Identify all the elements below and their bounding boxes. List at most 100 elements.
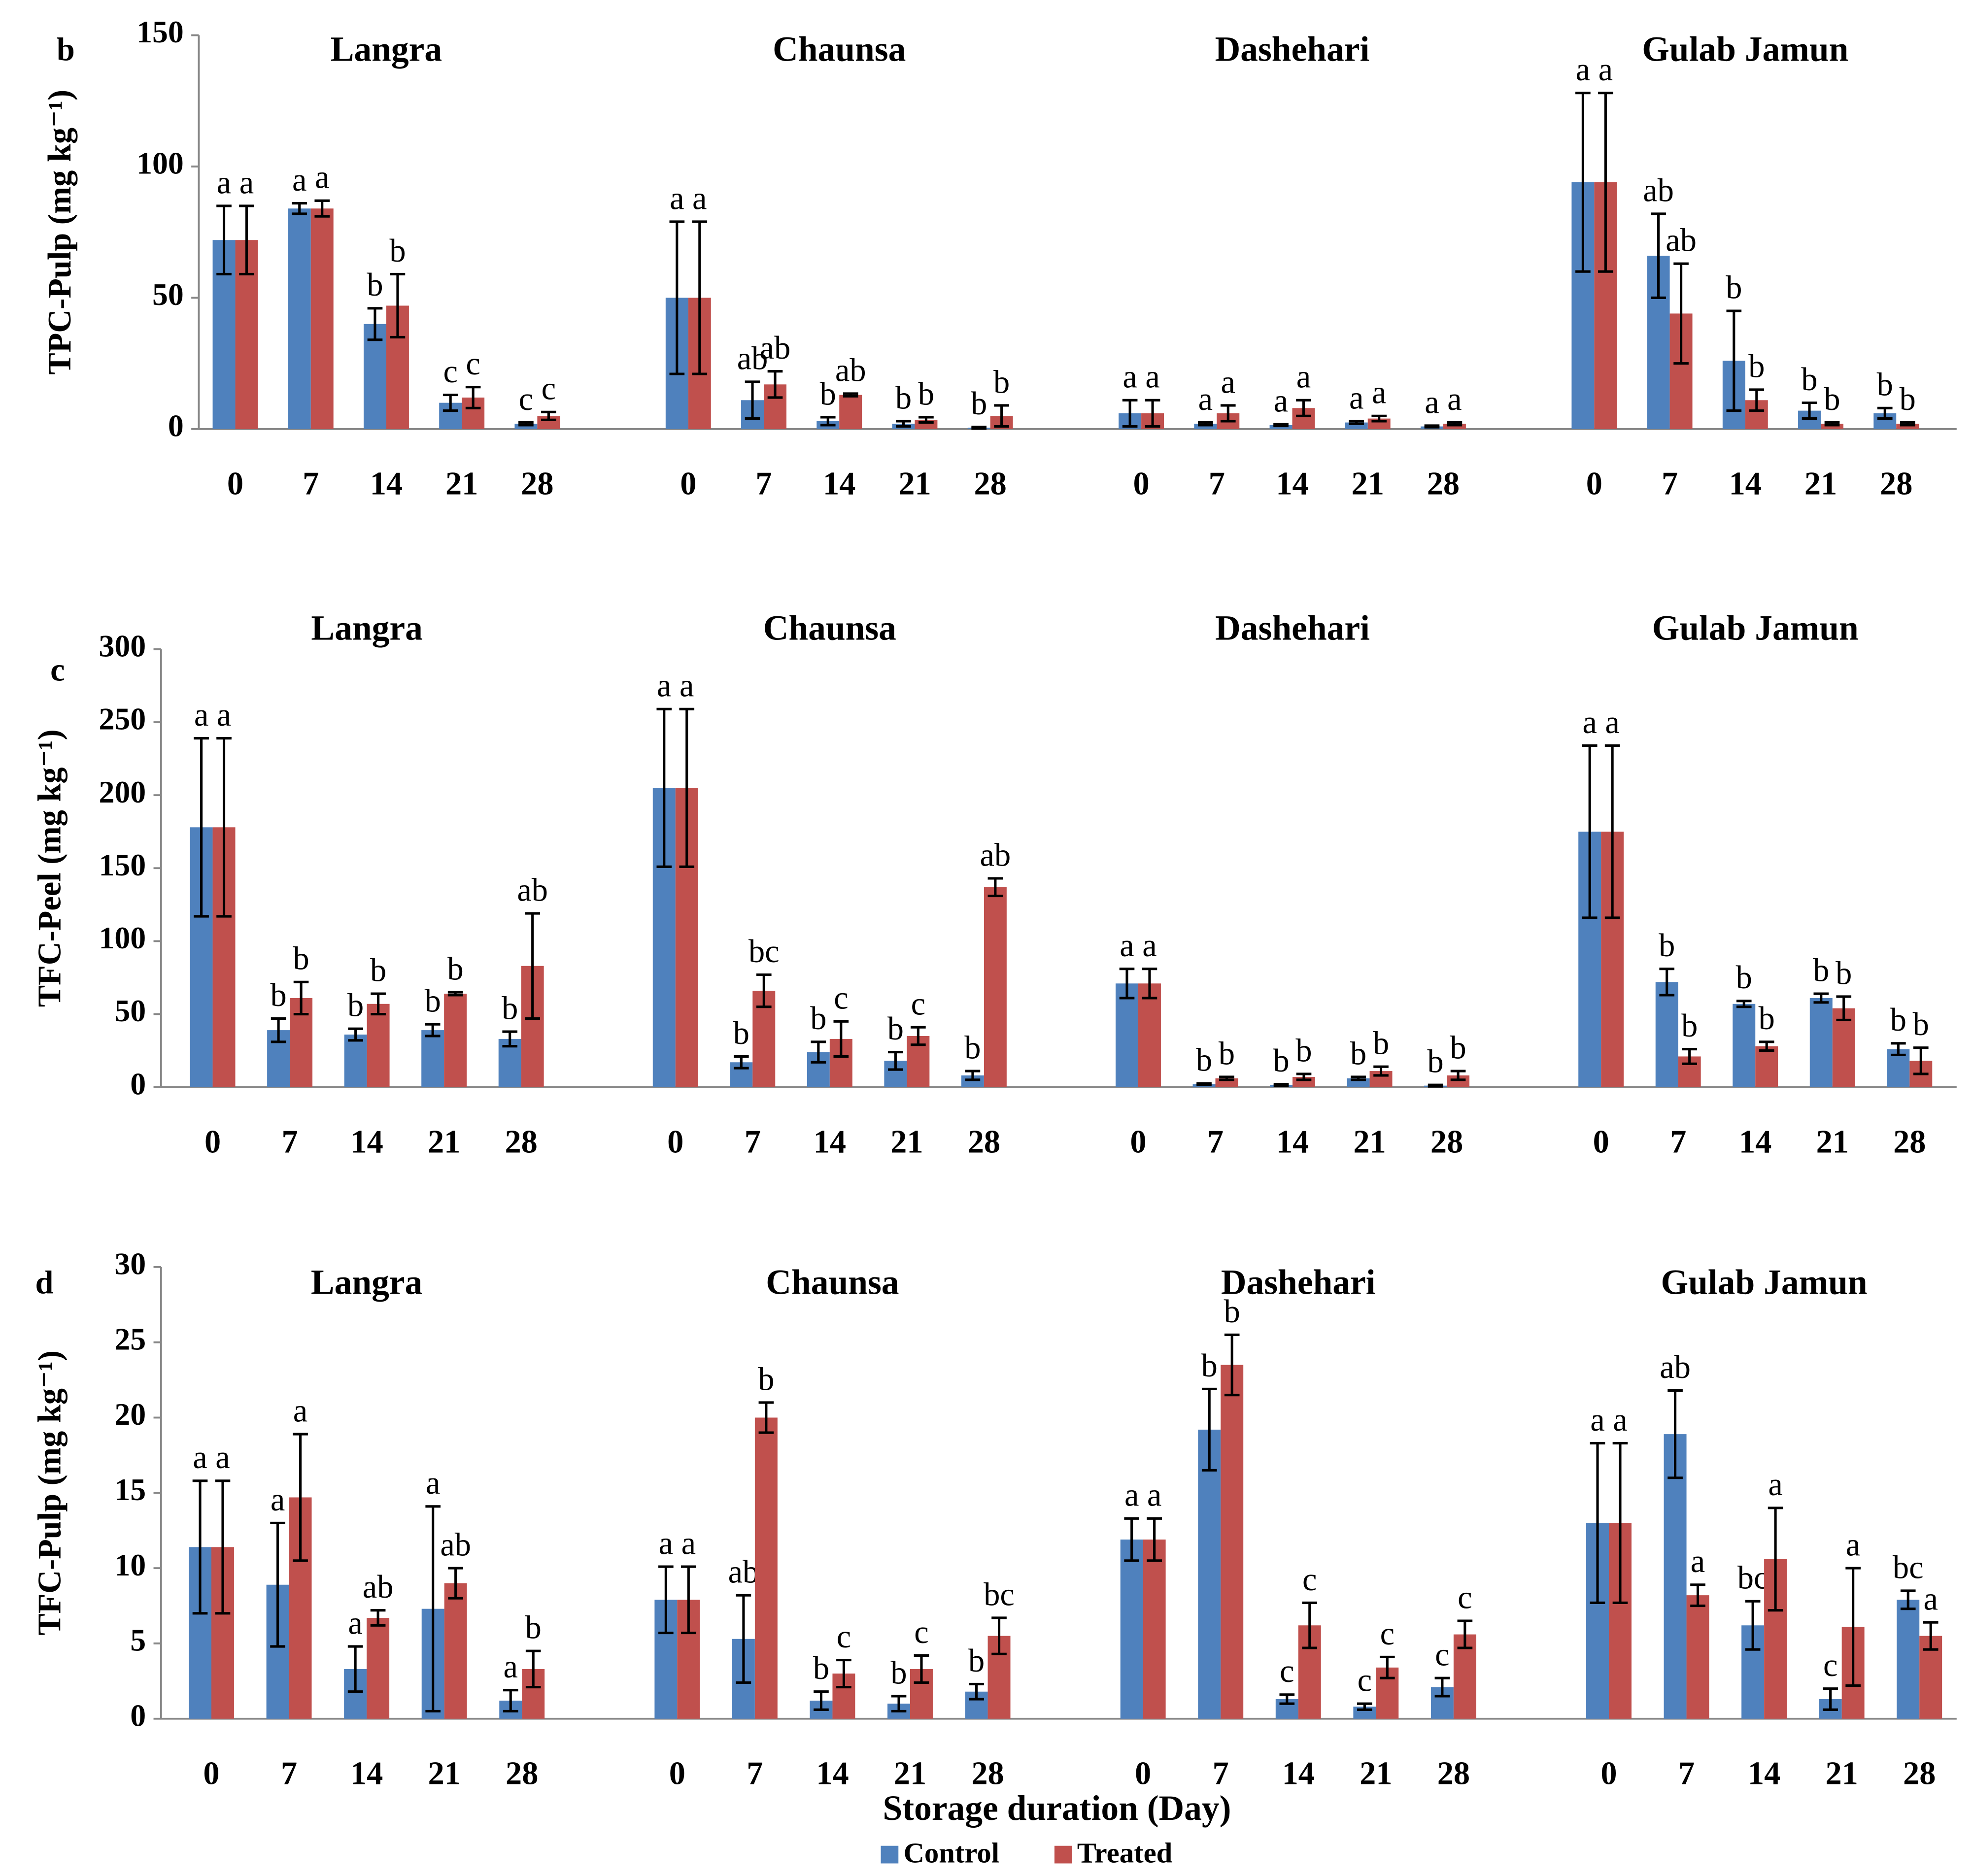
group-title: Langra <box>331 30 442 69</box>
error-bar <box>891 1695 907 1713</box>
error-bar <box>1428 1083 1443 1088</box>
error-bar <box>1273 423 1289 428</box>
error-bar <box>911 1026 926 1046</box>
x-tick-label: 21 <box>890 1124 923 1160</box>
x-tick-label: 0 <box>1133 466 1149 502</box>
error-bar <box>991 1616 1007 1655</box>
error-bar <box>348 1027 363 1042</box>
error-bar <box>1357 1702 1372 1711</box>
error-bar <box>503 1689 518 1713</box>
error-bar <box>525 912 540 1020</box>
significance-letter: c <box>834 980 848 1016</box>
error-bar <box>518 421 534 427</box>
bar <box>961 1075 984 1087</box>
error-bar <box>1371 414 1387 423</box>
y-axis-label: TPC-Pulp (mg kg⁻¹) <box>42 90 78 375</box>
error-bar <box>1845 1567 1861 1687</box>
bar <box>1443 424 1466 429</box>
x-tick-label: 21 <box>428 1755 460 1791</box>
error-bar <box>1802 402 1817 420</box>
legend-swatch <box>881 1845 899 1864</box>
error-bar <box>1745 1600 1761 1651</box>
x-tick-label: 0 <box>204 1124 221 1160</box>
bar <box>444 1583 467 1719</box>
x-tick-label: 14 <box>816 1755 849 1791</box>
bar <box>1115 983 1138 1087</box>
bar <box>1138 983 1161 1087</box>
significance-letter: a <box>1613 1402 1627 1438</box>
bar <box>363 324 386 429</box>
error-bar <box>1736 1000 1752 1008</box>
error-bar <box>756 973 772 1008</box>
x-tick-label: 21 <box>1816 1124 1849 1160</box>
significance-letter: c <box>1380 1616 1395 1652</box>
significance-letter: b <box>1824 381 1840 417</box>
x-tick-label: 14 <box>1276 466 1308 502</box>
y-tick-label: 150 <box>136 14 184 49</box>
bar <box>1686 1595 1709 1719</box>
significance-letter: b <box>347 988 364 1024</box>
y-tick-label: 30 <box>114 1246 146 1281</box>
significance-letter: bc <box>1737 1560 1769 1596</box>
group-title: Gulab Jamun <box>1661 1263 1868 1302</box>
significance-letter: bc <box>984 1576 1015 1612</box>
significance-letter: b <box>1273 1043 1289 1079</box>
error-bar <box>1900 421 1915 427</box>
x-tick-label: 14 <box>1729 466 1762 502</box>
significance-letter: a <box>1599 52 1613 88</box>
significance-letter: ab <box>835 352 866 388</box>
significance-letter: a <box>1691 1543 1705 1579</box>
x-tick-label: 14 <box>350 1755 383 1791</box>
error-bar <box>270 1521 285 1648</box>
error-bar <box>969 1682 984 1701</box>
error-bar <box>1119 968 1135 1000</box>
y-tick-label: 50 <box>114 993 146 1028</box>
significance-letter: b <box>918 376 934 412</box>
significance-letter: b <box>1196 1042 1212 1078</box>
y-tick-label: 0 <box>130 1698 146 1733</box>
y-tick-label: 300 <box>99 629 146 664</box>
significance-letter: b <box>1726 269 1742 305</box>
error-bar <box>1651 212 1666 299</box>
y-tick-label: 0 <box>130 1066 146 1101</box>
error-bar <box>216 737 232 918</box>
y-tick-label: 200 <box>99 774 146 809</box>
y-tick-label: 10 <box>114 1547 146 1582</box>
significance-letter: a <box>1274 383 1288 419</box>
y-tick-label: 25 <box>114 1321 146 1356</box>
error-bar <box>1900 1589 1916 1610</box>
significance-letter: b <box>271 977 287 1013</box>
significance-letter: a <box>1582 704 1597 740</box>
significance-letter: a <box>657 668 671 704</box>
group-title: Langra <box>311 1263 422 1302</box>
significance-letter: ab <box>440 1527 471 1563</box>
x-tick-label: 7 <box>1670 1124 1686 1160</box>
x-tick-label: 28 <box>1430 1124 1463 1160</box>
significance-letter: b <box>1890 1002 1906 1038</box>
significance-letter: b <box>1877 367 1893 403</box>
error-bar <box>1302 1601 1318 1649</box>
x-tick-label: 0 <box>1586 466 1602 502</box>
error-bar <box>1296 399 1311 417</box>
error-bar <box>914 1654 929 1684</box>
significance-letter: ab <box>1643 172 1674 208</box>
significance-letter: bc <box>1893 1549 1924 1585</box>
x-tick-label: 7 <box>1209 466 1225 502</box>
error-bar <box>1612 1441 1628 1604</box>
significance-letter: b <box>293 941 309 977</box>
y-tick-label: 100 <box>136 146 184 181</box>
error-bar <box>1890 1042 1906 1057</box>
legend-label: Treated <box>1077 1837 1172 1869</box>
x-tick-label: 28 <box>968 1124 1000 1160</box>
y-axis-label: TFC-Pulp (mg kg⁻¹) <box>32 1350 68 1636</box>
error-bar <box>1673 262 1689 365</box>
significance-letter: b <box>1801 362 1817 398</box>
error-bar <box>1142 968 1157 1000</box>
significance-letter: a <box>692 180 707 216</box>
significance-letter: b <box>1450 1030 1466 1066</box>
error-bar <box>820 416 836 427</box>
error-bar <box>1824 421 1840 427</box>
significance-letter: b <box>758 1361 774 1397</box>
panel-label: d <box>35 1265 54 1301</box>
